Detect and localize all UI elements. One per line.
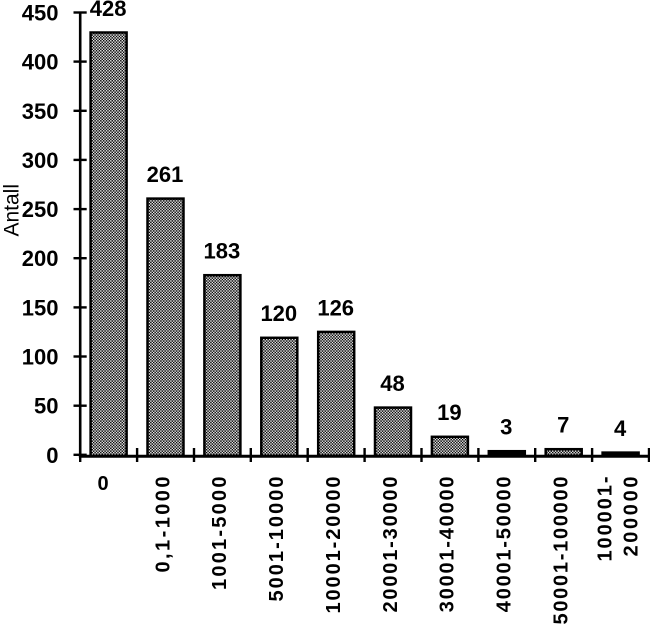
- svg-text:428: 428: [90, 0, 127, 21]
- svg-text:50: 50: [34, 394, 58, 419]
- svg-text:100001-: 100001-: [595, 477, 617, 562]
- svg-text:3: 3: [500, 415, 512, 440]
- svg-text:1001-5000: 1001-5000: [209, 477, 231, 591]
- svg-text:19: 19: [437, 400, 461, 425]
- svg-text:200: 200: [22, 246, 59, 271]
- svg-text:150: 150: [22, 295, 59, 320]
- svg-text:0,1-1000: 0,1-1000: [152, 477, 174, 573]
- svg-text:261: 261: [147, 162, 184, 187]
- svg-text:450: 450: [22, 1, 59, 26]
- svg-text:30001-40000: 30001-40000: [437, 477, 459, 613]
- svg-text:183: 183: [204, 239, 241, 264]
- svg-text:48: 48: [380, 371, 404, 396]
- svg-text:Antall: Antall: [1, 184, 24, 237]
- svg-text:5001-10000: 5001-10000: [266, 477, 288, 602]
- svg-text:7: 7: [557, 413, 569, 438]
- svg-text:40001-50000: 40001-50000: [494, 477, 516, 613]
- svg-text:0: 0: [46, 443, 58, 468]
- svg-text:126: 126: [317, 295, 354, 320]
- svg-text:100: 100: [22, 345, 59, 370]
- svg-text:250: 250: [22, 197, 59, 222]
- svg-text:50001-100000: 50001-100000: [551, 477, 573, 625]
- svg-text:10001-20000: 10001-20000: [323, 477, 345, 614]
- svg-text:400: 400: [22, 50, 59, 75]
- svg-text:120: 120: [260, 301, 297, 326]
- svg-text:20001-30000: 20001-30000: [380, 477, 402, 613]
- svg-text:300: 300: [22, 148, 59, 173]
- svg-text:4: 4: [614, 416, 627, 441]
- svg-text:0: 0: [97, 473, 108, 495]
- svg-text:350: 350: [22, 99, 59, 124]
